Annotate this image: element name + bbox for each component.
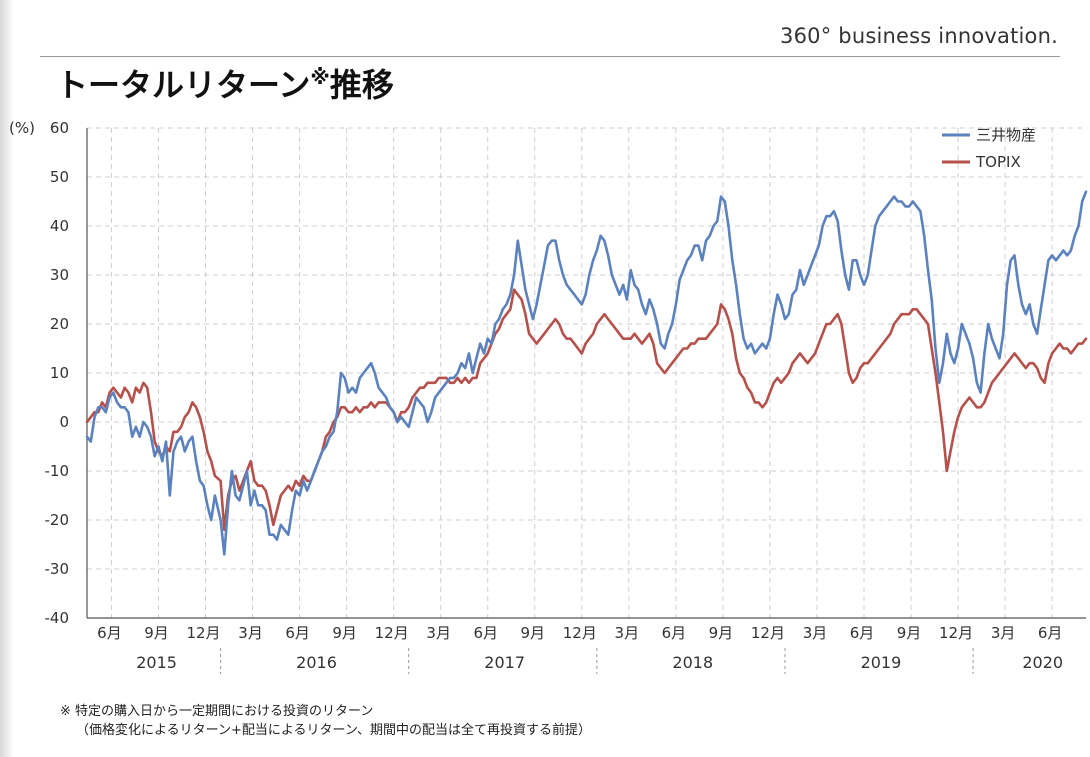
x-month-label: 12月 — [751, 624, 785, 642]
left-edge-shadow — [0, 0, 14, 757]
y-tick-label: 40 — [50, 217, 69, 235]
x-month-label: 9月 — [897, 624, 922, 642]
x-month-label: 6月 — [662, 624, 687, 642]
x-year-label: 2020 — [1022, 653, 1063, 672]
x-year-label: 2015 — [136, 653, 177, 672]
y-tick-label: 10 — [50, 364, 69, 382]
page-title-tail: 推移 — [329, 66, 394, 104]
page-title: トータルリターン※推移 — [56, 60, 394, 106]
x-year-label: 2016 — [296, 653, 337, 672]
legend-label: 三井物産 — [976, 126, 1036, 144]
x-month-label: 9月 — [709, 624, 734, 642]
header-divider — [40, 56, 1060, 57]
y-tick-label: 0 — [59, 413, 69, 431]
y-tick-label: -10 — [45, 462, 70, 480]
x-month-label: 12月 — [186, 624, 220, 642]
x-month-label: 3月 — [991, 624, 1016, 642]
x-year-label: 2018 — [672, 653, 713, 672]
y-tick-label: 30 — [50, 266, 69, 284]
brand-tagline: 360° business innovation. — [780, 24, 1058, 48]
x-month-label: 9月 — [144, 624, 169, 642]
x-month-label: 9月 — [520, 624, 545, 642]
series-line-1 — [85, 288, 1088, 532]
x-year-label: 2017 — [484, 653, 525, 672]
x-month-label: 12月 — [375, 624, 409, 642]
x-month-label: 3月 — [803, 624, 828, 642]
x-month-label: 6月 — [1038, 624, 1063, 642]
x-month-label: 6月 — [97, 624, 122, 642]
line-chart: -40 -30 -20 -10 0 10 20 30 40 50 60 (%) 6月 9月 12月 3月 6月 9… — [9, 119, 1088, 674]
x-month-label: 9月 — [332, 624, 357, 642]
y-tick-label: 60 — [50, 119, 69, 137]
y-tick-label: -30 — [45, 560, 70, 578]
footnote: ※ 特定の購入日から一定期間における投資のリターン （価格変化によるリターン+配… — [60, 702, 591, 740]
x-month-label: 6月 — [850, 624, 875, 642]
y-tick-label: -40 — [45, 609, 70, 627]
x-month-label: 3月 — [238, 624, 263, 642]
x-month-label: 12月 — [563, 624, 597, 642]
footnote-line-2: （価格変化によるリターン+配当によるリターン、期間中の配当は全て再投資する前提） — [76, 723, 592, 738]
x-month-label: 3月 — [426, 624, 451, 642]
page-title-main: トータルリターン — [56, 66, 311, 104]
x-month-label: 6月 — [473, 624, 498, 642]
title-footnote-mark: ※ — [310, 65, 330, 89]
x-month-label: 3月 — [615, 624, 640, 642]
x-year-label: 2019 — [861, 653, 902, 672]
footnote-line-1: ※ 特定の購入日から一定期間における投資のリターン — [60, 704, 374, 719]
y-tick-label: -20 — [45, 511, 70, 529]
x-month-label: 6月 — [285, 624, 310, 642]
x-month-label: 12月 — [939, 624, 973, 642]
y-unit-label: (%) — [9, 119, 35, 137]
series-line-0 — [85, 190, 1088, 556]
y-tick-label: 20 — [50, 315, 69, 333]
y-tick-label: 50 — [50, 168, 69, 186]
legend-label: TOPIX — [975, 153, 1021, 171]
